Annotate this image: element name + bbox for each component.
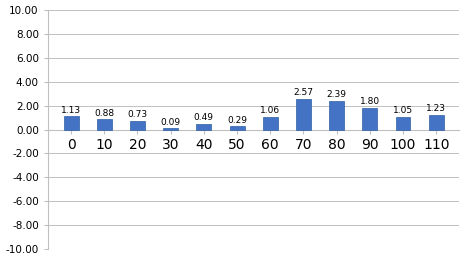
- Bar: [196, 124, 211, 129]
- Bar: [230, 126, 245, 129]
- Bar: [163, 128, 178, 129]
- Bar: [396, 117, 411, 129]
- Text: 1.80: 1.80: [360, 97, 380, 106]
- Bar: [362, 108, 377, 129]
- Bar: [429, 115, 444, 129]
- Text: 0.49: 0.49: [194, 113, 214, 122]
- Text: 2.57: 2.57: [293, 88, 313, 97]
- Bar: [296, 99, 311, 129]
- Text: 1.06: 1.06: [260, 106, 280, 115]
- Text: 1.05: 1.05: [393, 106, 413, 115]
- Bar: [64, 116, 79, 129]
- Bar: [329, 101, 344, 129]
- Bar: [263, 117, 278, 129]
- Bar: [130, 121, 145, 129]
- Text: 0.29: 0.29: [227, 116, 247, 124]
- Text: 0.73: 0.73: [127, 110, 147, 119]
- Text: 2.39: 2.39: [326, 90, 346, 99]
- Text: 0.88: 0.88: [94, 109, 114, 117]
- Bar: [97, 119, 112, 129]
- Text: 1.13: 1.13: [61, 105, 81, 115]
- Text: 1.23: 1.23: [426, 104, 446, 113]
- Text: 0.09: 0.09: [160, 118, 181, 127]
